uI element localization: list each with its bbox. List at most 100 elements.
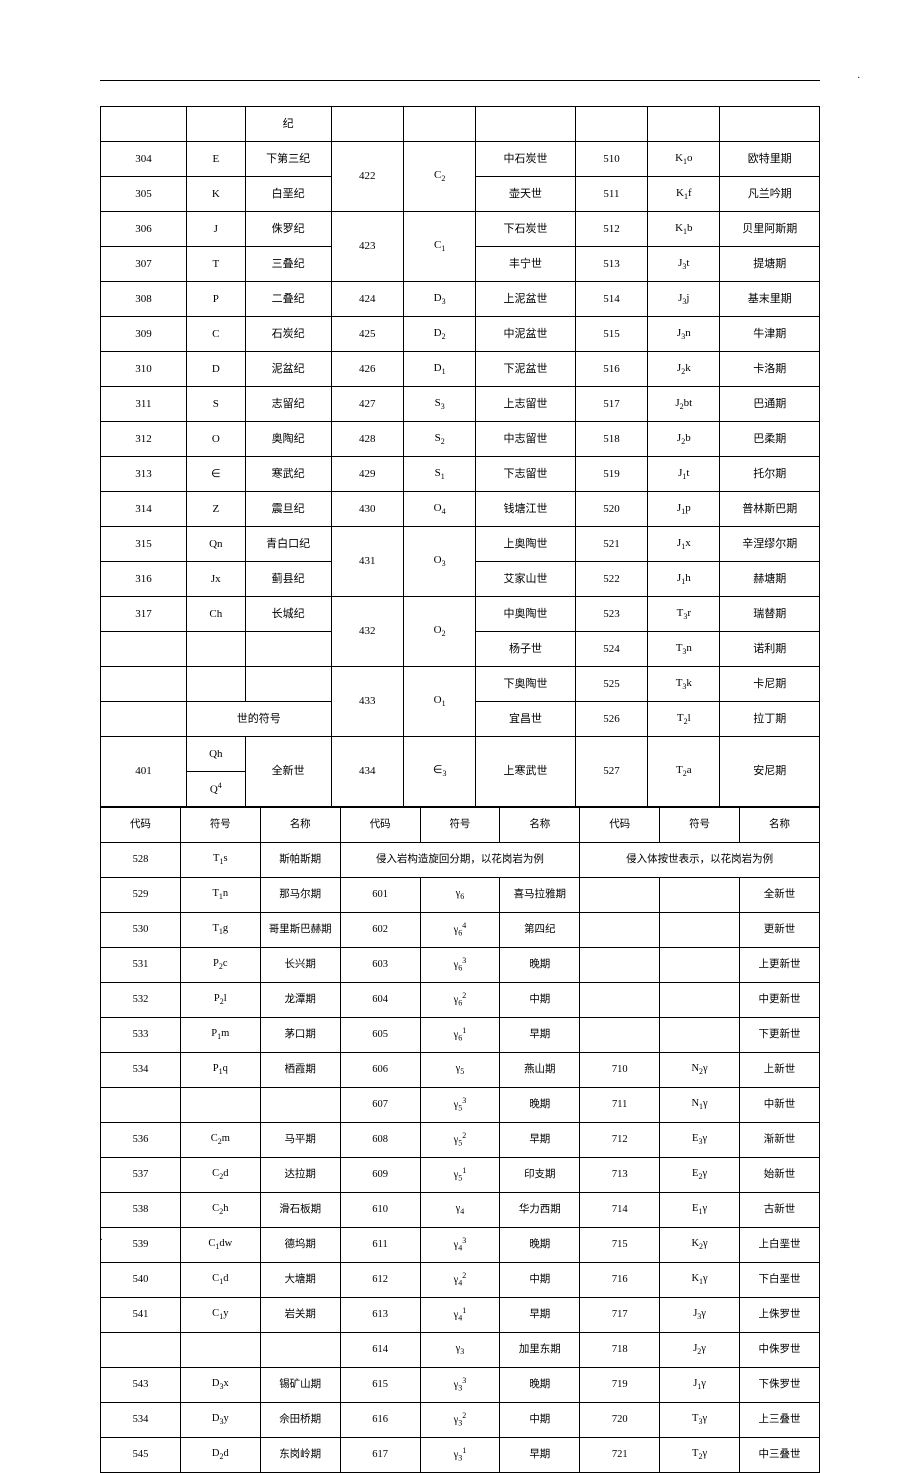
table-cell: D3x (180, 1368, 260, 1403)
table-cell: 渐新世 (740, 1123, 820, 1158)
table-cell: K (186, 177, 245, 212)
table-cell: 那马尔期 (260, 878, 340, 913)
table-cell (660, 878, 740, 913)
table-cell: γ62 (420, 983, 500, 1018)
table-cell: 720 (580, 1403, 660, 1438)
table-cell: 牛津期 (720, 317, 820, 352)
table-cell (580, 913, 660, 948)
table-cell: P2l (180, 983, 260, 1018)
table-cell: 713 (580, 1158, 660, 1193)
table-cell: 丰宁世 (476, 247, 575, 282)
table-cell: P1q (180, 1053, 260, 1088)
table-cell: 寒武纪 (245, 457, 331, 492)
table-cell: J1h (648, 562, 720, 597)
table-cell: γ5 (420, 1053, 500, 1088)
table-cell: 符号 (180, 808, 260, 843)
table-cell: T1n (180, 878, 260, 913)
table-cell: γ31 (420, 1438, 500, 1473)
table-cell: O (186, 422, 245, 457)
table-cell: T2a (648, 737, 720, 807)
table-cell: 606 (340, 1053, 420, 1088)
table-cell (101, 632, 187, 667)
table-cell: 震旦纪 (245, 492, 331, 527)
table-cell: Jx (186, 562, 245, 597)
table-cell: 427 (331, 387, 403, 422)
table-cell (245, 667, 331, 702)
table-cell: 721 (580, 1438, 660, 1473)
table-cell: 始新世 (740, 1158, 820, 1193)
table-cell: 栖霞期 (260, 1053, 340, 1088)
table-cell: 杨子世 (476, 632, 575, 667)
table-cell: Q4 (186, 772, 245, 807)
table-cell (186, 667, 245, 702)
table-cell: 614 (340, 1333, 420, 1368)
table-cell: 上泥盆世 (476, 282, 575, 317)
table-cell (580, 983, 660, 1018)
table-cell: P1m (180, 1018, 260, 1053)
table-cell: 310 (101, 352, 187, 387)
table-cell: 全新世 (740, 878, 820, 913)
table-cell (575, 107, 647, 142)
table-cell: 534 (101, 1403, 181, 1438)
table-cell: 516 (575, 352, 647, 387)
table-cell: 431 (331, 527, 403, 597)
table-cell: 燕山期 (500, 1053, 580, 1088)
table-cell: J2b (648, 422, 720, 457)
table-cell: 305 (101, 177, 187, 212)
table-cell: T2l (648, 702, 720, 737)
table-cell: 壶天世 (476, 177, 575, 212)
table-cell: J3n (648, 317, 720, 352)
table-cell: 中新世 (740, 1088, 820, 1123)
table-cell: K1o (648, 142, 720, 177)
table-cell: T1g (180, 913, 260, 948)
table-cell: γ32 (420, 1403, 500, 1438)
table-cell: 二叠纪 (245, 282, 331, 317)
table-cell: 603 (340, 948, 420, 983)
table-cell: 古新世 (740, 1193, 820, 1228)
table-cell: 上三叠世 (740, 1403, 820, 1438)
table-cell: 424 (331, 282, 403, 317)
table-cell: 716 (580, 1263, 660, 1298)
table-cell (245, 632, 331, 667)
table-cell (180, 1088, 260, 1123)
table-cell: 奥陶纪 (245, 422, 331, 457)
table-cell: 307 (101, 247, 187, 282)
table-cell: 长兴期 (260, 948, 340, 983)
table-cell: 524 (575, 632, 647, 667)
table-cell: 巴通期 (720, 387, 820, 422)
table-cell: γ53 (420, 1088, 500, 1123)
table-cell (186, 107, 245, 142)
table-cell: 侏罗纪 (245, 212, 331, 247)
table-cell: 马平期 (260, 1123, 340, 1158)
table-cell: C1 (403, 212, 475, 282)
table-cell: 卡洛期 (720, 352, 820, 387)
table-cell: 晚期 (500, 1088, 580, 1123)
table-cell (660, 913, 740, 948)
table-cell: J2γ (660, 1333, 740, 1368)
table-cell: 308 (101, 282, 187, 317)
table-cell: γ52 (420, 1123, 500, 1158)
table-cell: T (186, 247, 245, 282)
table-cell: 510 (575, 142, 647, 177)
table-cell: T3r (648, 597, 720, 632)
table-cell: 名称 (260, 808, 340, 843)
table-cell: 中奥陶世 (476, 597, 575, 632)
table-cell: C2h (180, 1193, 260, 1228)
table-cell: 529 (101, 878, 181, 913)
table-cell: 607 (340, 1088, 420, 1123)
table-cell: 滑石板期 (260, 1193, 340, 1228)
table-cell: 东岗岭期 (260, 1438, 340, 1473)
table-cell: 617 (340, 1438, 420, 1473)
table-cell: T3γ (660, 1403, 740, 1438)
table-cell: T3n (648, 632, 720, 667)
table-cell (101, 107, 187, 142)
table-cell: 538 (101, 1193, 181, 1228)
table-cell: 422 (331, 142, 403, 212)
table-cell: C1d (180, 1263, 260, 1298)
table-cell: 欧特里期 (720, 142, 820, 177)
table-cell: E3γ (660, 1123, 740, 1158)
table-cell: 纪 (245, 107, 331, 142)
table-cell: C2d (180, 1158, 260, 1193)
table-cell (101, 667, 187, 702)
table-cell (101, 1333, 181, 1368)
